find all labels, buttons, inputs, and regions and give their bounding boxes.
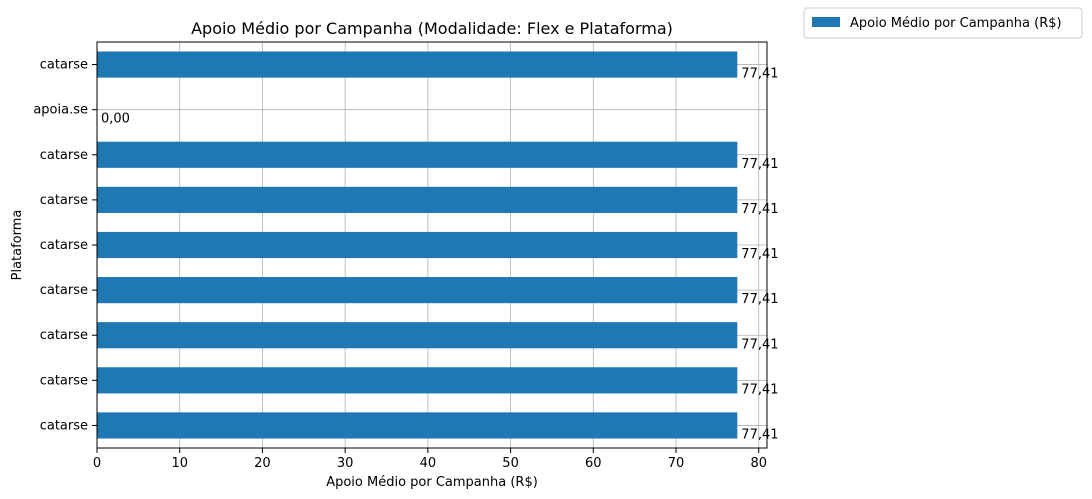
bar-value-label: 77,41 [741,157,778,172]
x-axis-ticks: 0 10 20 30 40 50 60 70 80 [93,448,767,471]
x-tick-label: 20 [254,456,271,471]
x-tick-label: 40 [420,456,437,471]
legend-frame [803,7,1083,39]
x-tick-label: 0 [93,456,101,471]
x-tick-label: 10 [171,456,188,471]
bar [97,277,738,304]
x-tick-label: 30 [337,456,354,471]
bar-value-label: 77,41 [741,67,778,82]
y-tick-label: catarse [40,193,88,208]
x-tick-label: 50 [502,456,519,471]
legend-label: Apoio Médio por Campanha (R$) [850,16,1062,31]
bar [97,412,738,439]
y-tick-label: catarse [40,373,88,388]
legend-swatch [812,17,840,27]
bar [97,141,738,168]
bar-value-label: 77,41 [741,247,778,262]
bars [97,51,738,439]
y-tick-label: catarse [40,328,88,343]
bar-value-label: 0,00 [101,112,130,127]
bar [97,231,738,259]
x-tick-label: 80 [750,456,767,471]
bar [97,51,738,78]
y-axis-label: Plataforma [10,210,25,281]
bar-value-label: 77,41 [741,202,778,217]
y-tick-label: apoia.se [33,103,88,118]
bar-value-label: 77,41 [741,382,778,397]
y-tick-label: catarse [40,148,88,163]
y-tick-label: catarse [40,418,88,433]
bar-value-label: 77,41 [741,337,778,352]
bar [97,322,738,349]
bar [97,367,738,394]
legend: Apoio Médio por Campanha (R$) [803,7,1083,39]
y-tick-label: catarse [40,238,88,253]
chart-title: Apoio Médio por Campanha (Modalidade: Fl… [191,19,673,38]
bar-value-labels: 77,41 77,41 77,41 77,41 77,41 77,41 77,41 0,00 7… [101,67,779,443]
y-tick-label: catarse [40,283,88,298]
bar-value-label: 77,41 [741,428,778,443]
y-tick-label: catarse [40,58,88,73]
x-tick-label: 60 [585,456,602,471]
y-axis-ticks: catarse catarse catarse catarse catarse catar… [33,58,97,433]
x-axis-label: Apoio Médio por Campanha (R$) [326,475,538,490]
bar [97,186,738,213]
bar-value-label: 77,41 [741,292,778,307]
x-tick-label: 70 [668,456,685,471]
